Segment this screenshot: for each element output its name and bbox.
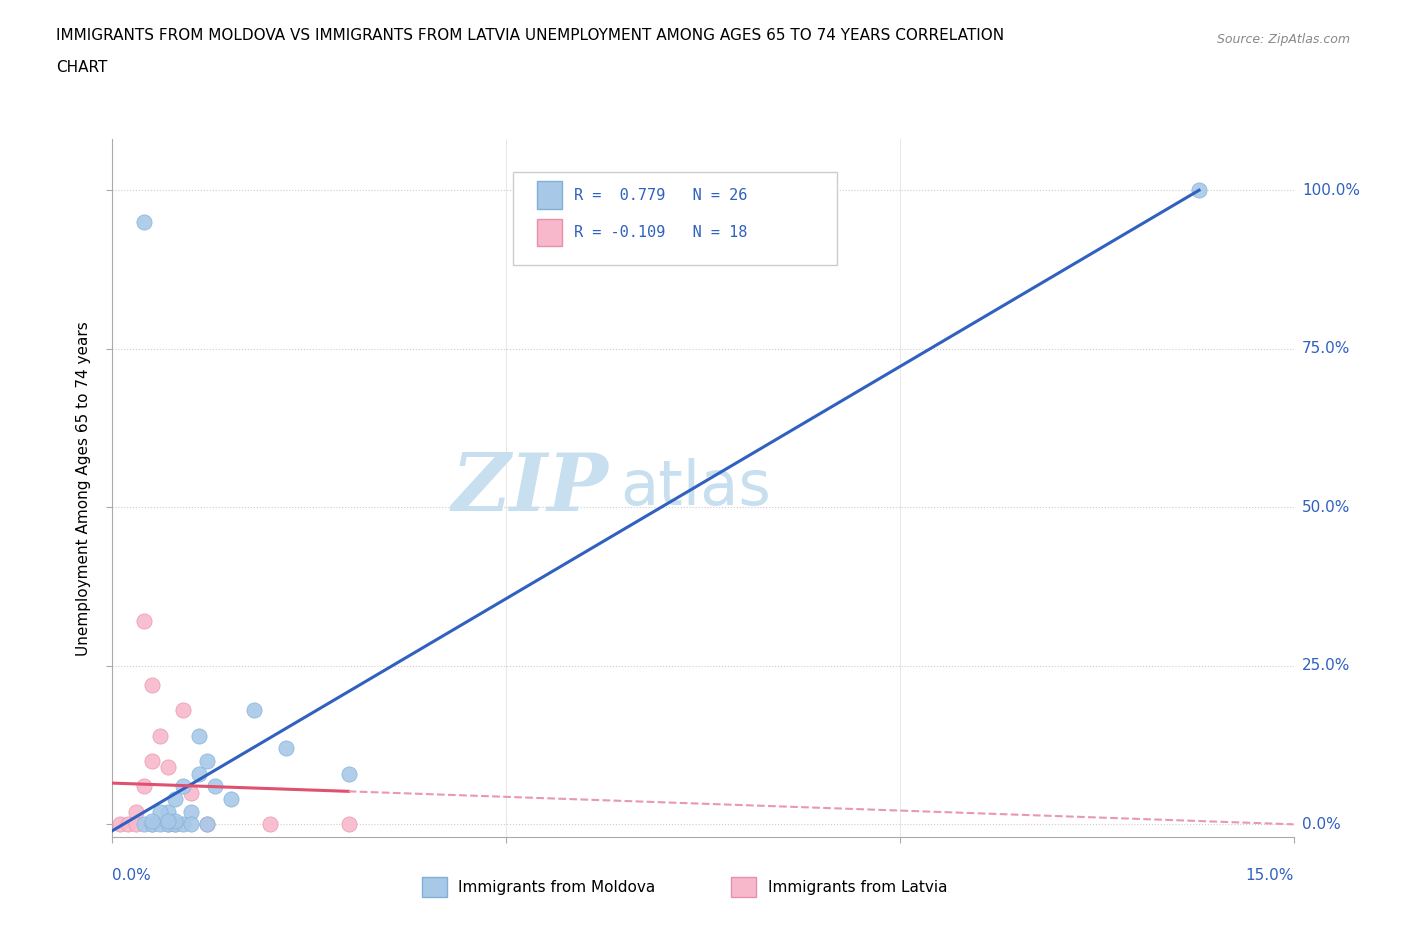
Text: Source: ZipAtlas.com: Source: ZipAtlas.com: [1216, 33, 1350, 46]
Point: [132, 817, 155, 831]
Point: [274, 741, 297, 756]
Point: [125, 817, 148, 831]
Point: [195, 817, 218, 831]
Text: CHART: CHART: [56, 60, 108, 75]
Text: 25.0%: 25.0%: [1302, 658, 1350, 673]
Text: 75.0%: 75.0%: [1302, 341, 1350, 356]
Point: [132, 778, 155, 793]
Point: [110, 817, 132, 831]
Text: Immigrants from Latvia: Immigrants from Latvia: [768, 880, 948, 895]
Point: [141, 753, 163, 768]
Point: [180, 785, 202, 800]
Point: [172, 817, 194, 831]
Text: IMMIGRANTS FROM MOLDOVA VS IMMIGRANTS FROM LATVIA UNEMPLOYMENT AMONG AGES 65 TO : IMMIGRANTS FROM MOLDOVA VS IMMIGRANTS FR…: [56, 28, 1004, 43]
Text: R = -0.109   N = 18: R = -0.109 N = 18: [574, 225, 747, 240]
Point: [165, 817, 187, 831]
Point: [141, 814, 163, 829]
Point: [156, 760, 179, 775]
Point: [204, 778, 226, 793]
Point: [219, 791, 242, 806]
Point: [337, 817, 360, 831]
Point: [141, 817, 163, 831]
Point: [188, 766, 211, 781]
Point: [243, 703, 266, 718]
Point: [149, 728, 172, 743]
Point: [165, 791, 187, 806]
Point: [141, 677, 163, 692]
Point: [156, 817, 179, 831]
Point: [156, 817, 179, 831]
Text: Immigrants from Moldova: Immigrants from Moldova: [458, 880, 655, 895]
Point: [141, 817, 163, 831]
Point: [132, 215, 155, 230]
Point: [156, 814, 179, 829]
Point: [172, 778, 194, 793]
Point: [125, 804, 148, 819]
Point: [180, 804, 202, 819]
Y-axis label: Unemployment Among Ages 65 to 74 years: Unemployment Among Ages 65 to 74 years: [76, 321, 91, 656]
Text: 15.0%: 15.0%: [1246, 868, 1294, 883]
Point: [156, 804, 179, 819]
Text: atlas: atlas: [620, 458, 772, 518]
Point: [132, 614, 155, 629]
Point: [195, 817, 218, 831]
Point: [337, 766, 360, 781]
Point: [1188, 183, 1211, 198]
Text: ZIP: ZIP: [451, 449, 609, 527]
Text: 50.0%: 50.0%: [1302, 499, 1350, 515]
Point: [149, 817, 172, 831]
Text: 0.0%: 0.0%: [1302, 817, 1340, 831]
Point: [165, 814, 187, 829]
Point: [165, 817, 187, 831]
Point: [180, 817, 202, 831]
Text: R =  0.779   N = 26: R = 0.779 N = 26: [574, 188, 747, 203]
Text: 0.0%: 0.0%: [112, 868, 152, 883]
Text: 100.0%: 100.0%: [1302, 182, 1360, 198]
Point: [259, 817, 281, 831]
Point: [117, 817, 139, 831]
Point: [195, 753, 218, 768]
Point: [188, 728, 211, 743]
Point: [172, 703, 194, 718]
Point: [149, 804, 172, 819]
